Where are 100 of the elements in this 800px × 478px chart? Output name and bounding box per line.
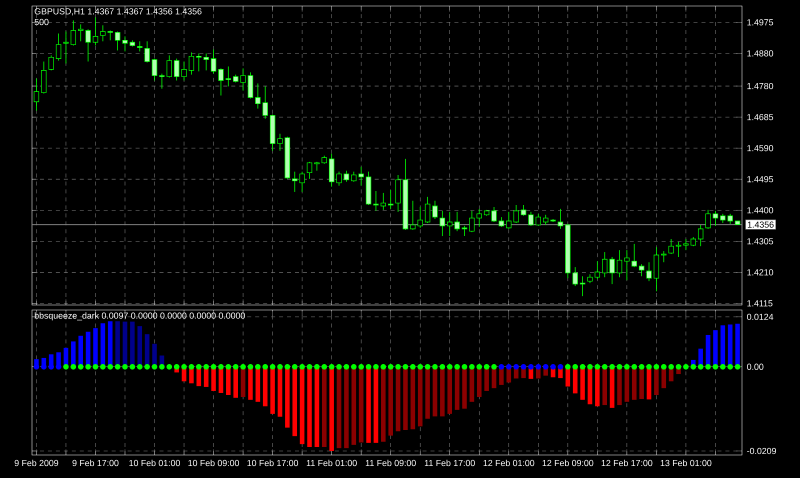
candlestick (506, 211, 512, 230)
candlestick (144, 40, 150, 63)
candlestick (48, 54, 54, 71)
ref-line-label: 1.4356 (748, 222, 774, 228)
candlestick (226, 66, 232, 87)
candlestick (85, 28, 91, 62)
y-tick-label: 1.4115 (747, 300, 772, 306)
candlestick (255, 83, 261, 110)
candlestick (166, 54, 172, 78)
candlestick (203, 52, 209, 71)
candlestick (624, 250, 630, 281)
candlestick (351, 171, 356, 182)
candlestick (542, 214, 548, 226)
x-tick-label: 10 Feb 01:00 (129, 460, 180, 466)
candlestick (108, 30, 113, 41)
candlestick (314, 161, 320, 172)
candlestick (114, 31, 120, 51)
candlestick (34, 78, 40, 111)
candlestick (358, 166, 364, 186)
y-tick-label: 0.0124 (747, 314, 774, 320)
candlestick (388, 190, 394, 210)
y-tick-label: 1.4975 (747, 19, 774, 26)
candlestick (78, 24, 84, 42)
candlestick (137, 40, 142, 52)
candlestick (454, 211, 460, 232)
candlestick (92, 17, 98, 46)
y-tick-label: 1.4495 (747, 176, 774, 182)
candlestick (632, 243, 637, 268)
candlestick (580, 276, 586, 297)
x-tick-label: 11 Feb 01:00 (306, 460, 357, 466)
candlestick (70, 20, 76, 46)
candlestick (424, 196, 430, 224)
candlestick (469, 210, 475, 233)
candlestick (558, 208, 564, 230)
candlestick (520, 204, 526, 216)
candlestick (344, 170, 350, 182)
x-tick-label: 10 Feb 17:00 (247, 460, 298, 466)
x-tick-label: 12 Feb 17:00 (602, 460, 652, 466)
candlestick (159, 73, 165, 90)
candlestick (654, 246, 660, 292)
candlestick (498, 216, 504, 228)
candlestick (299, 171, 305, 192)
candlestick (336, 171, 342, 186)
candlestick (248, 72, 254, 99)
candlestick (152, 58, 158, 81)
candlestick (56, 33, 62, 61)
chart-title: bbsqueeze_dark 0.0097 0.0000 0.0000 0.0000 0.0000 (34, 312, 245, 320)
candlestick (609, 256, 615, 284)
candlestick (491, 206, 497, 222)
y-tick-label: -0.0209 (747, 448, 776, 454)
candlestick (174, 58, 180, 81)
candlestick (447, 211, 452, 236)
candlestick (683, 238, 689, 250)
candlestick (306, 161, 312, 180)
candlestick (196, 52, 202, 72)
candlestick (536, 213, 541, 226)
candlestick (418, 206, 423, 228)
candlestick (720, 213, 726, 224)
x-tick-label: 9 Feb 2009 (14, 460, 58, 466)
candlestick (277, 133, 283, 152)
candlestick (440, 210, 446, 236)
y-tick-label: 1.4210 (747, 269, 774, 276)
candlestick (380, 192, 386, 210)
candlestick (728, 213, 733, 224)
y-tick-label: 1.4685 (747, 114, 774, 120)
candlestick (638, 264, 644, 277)
candlestick (698, 224, 704, 247)
x-tick-label: 13 Feb 01:00 (660, 460, 712, 466)
candlestick (181, 61, 187, 81)
candlestick (432, 200, 438, 220)
candlestick (410, 200, 416, 230)
candlestick (528, 211, 534, 226)
candlestick (100, 24, 106, 42)
x-tick-label: 9 Feb 17:00 (72, 460, 119, 466)
candlestick (41, 61, 47, 94)
candlestick (476, 208, 482, 228)
candlestick (602, 252, 608, 278)
candlestick (712, 210, 718, 226)
y-tick-label: 0.00 (747, 364, 764, 370)
y-tick-label: 1.4590 (747, 145, 774, 152)
candlestick (240, 68, 246, 92)
candlestick (572, 266, 578, 286)
y-tick-label: 1.4305 (747, 238, 774, 244)
candlestick (594, 260, 600, 280)
candlestick (262, 86, 268, 120)
candlestick (668, 238, 674, 254)
x-tick-label: 11 Feb 09:00 (366, 460, 416, 466)
chart-title: GBPUSD,H1 1.4367 1.4367 1.4356 1.4356 (34, 8, 202, 16)
y-tick-label: 1.4400 (747, 207, 774, 214)
candlestick (646, 262, 652, 282)
x-tick-label: 12 Feb 01:00 (484, 460, 534, 466)
candlestick (328, 153, 334, 188)
candlestick (661, 250, 666, 263)
x-tick-label: 10 Feb 09:00 (188, 460, 240, 466)
annotation: 500 (34, 18, 49, 26)
candlestick (122, 36, 128, 52)
candlestick (373, 190, 379, 212)
candlestick (690, 236, 696, 247)
y-tick-label: 1.4780 (747, 82, 774, 90)
x-tick-label: 11 Feb 17:00 (424, 460, 475, 466)
